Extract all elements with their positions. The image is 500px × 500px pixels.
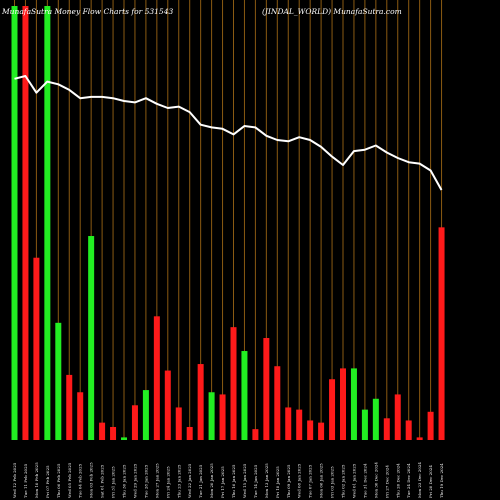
x-tick-label: Wed 15 Jan 2025 <box>242 463 247 498</box>
money-flow-bar <box>208 392 215 440</box>
x-tick-label: Thu 26 Dec 2024 <box>395 463 400 498</box>
x-tick-label: Fri 17 Jan 2025 <box>220 466 225 498</box>
x-tick-label: Mon 10 Feb 2025 <box>34 462 39 498</box>
x-tick-label: Thu 23 Jan 2025 <box>176 464 181 498</box>
money-flow-bar <box>252 429 259 440</box>
money-flow-bar <box>153 316 160 440</box>
money-flow-bar <box>329 379 336 440</box>
x-tick-label: Fri 24 Jan 2025 <box>165 466 170 498</box>
x-tick-label: Tue 31 Dec 2024 <box>362 463 367 498</box>
money-flow-bar <box>307 420 314 440</box>
x-tick-label: Tue 14 Jan 2025 <box>253 464 258 498</box>
money-flow-bar <box>383 418 390 440</box>
money-flow-bar <box>142 390 149 440</box>
money-flow-bar <box>274 366 281 440</box>
x-tick-label: Thu 02 Jan 2025 <box>341 464 346 498</box>
x-tick-label: Mon 03 Feb 2025 <box>89 462 94 498</box>
x-tick-label: Fri 20 Dec 2024 <box>428 465 433 498</box>
money-flow-bar <box>427 411 434 440</box>
money-flow-bar <box>438 227 445 440</box>
x-tick-label: Tue 21 Jan 2025 <box>198 464 203 498</box>
x-tick-label: Wed 29 Jan 2025 <box>132 463 137 498</box>
money-flow-bar <box>11 6 18 440</box>
x-tick-label: Thu 09 Jan 2025 <box>286 464 291 498</box>
money-flow-bar <box>131 405 138 440</box>
x-tick-label: Tue 11 Feb 2025 <box>23 463 28 498</box>
x-tick-label: Mon 30 Dec 2024 <box>373 462 378 498</box>
x-tick-label: Tue 24 Dec 2024 <box>406 463 411 498</box>
x-tick-label: Fri 07 Feb 2025 <box>45 465 50 498</box>
money-flow-bar <box>197 364 204 440</box>
x-tick-label: Mon 13 Jan 2025 <box>264 463 269 498</box>
x-tick-labels: Wed 12 Feb 2025 Tue 11 Feb 2025 Mon 10 Feb… <box>12 462 444 498</box>
x-tick-label: Wed 05 Feb 2025 <box>67 462 72 498</box>
money-flow-bar <box>350 368 357 440</box>
money-flow-bar <box>110 426 117 440</box>
x-tick-label: Fri 10 Jan 2025 <box>275 466 280 498</box>
money-flow-bar <box>44 6 51 440</box>
money-flow-bar <box>340 368 346 440</box>
money-flow-bar <box>88 236 95 440</box>
money-flow-bar <box>318 422 325 440</box>
x-tick-label: Fri 31 Jan 2025 <box>111 466 116 498</box>
money-flow-bar <box>394 394 401 440</box>
x-tick-label: Tue 07 Jan 2025 <box>308 464 313 498</box>
money-flow-bar <box>164 370 171 440</box>
money-flow-bar <box>230 327 237 440</box>
money-flow-bar <box>99 422 106 440</box>
money-flow-bar <box>372 398 379 440</box>
x-tick-label: Sat 01 Feb 2025 <box>100 464 105 498</box>
chart-header-left: MunafaSutra Money Flow Charts for 531543 <box>1 7 173 16</box>
x-tick-label: Fri 03 Jan 2025 <box>330 466 335 498</box>
money-flow-bar <box>186 426 193 440</box>
money-flow-bar <box>33 257 40 440</box>
x-tick-label: Mon 20 Jan 2025 <box>209 463 214 498</box>
money-flow-bar <box>263 338 270 440</box>
money-flow-bar <box>22 6 29 440</box>
money-flow-bar <box>121 437 127 440</box>
x-tick-label: Thu 19 Dec 2024 <box>439 463 444 498</box>
money-flow-bar <box>361 409 368 440</box>
x-tick-label: Thu 06 Feb 2025 <box>56 463 61 498</box>
money-flow-bar <box>296 409 303 440</box>
money-flow-bar <box>219 394 226 440</box>
price-line <box>14 75 443 191</box>
money-flow-bar <box>77 392 84 440</box>
money-flow-bar <box>55 322 62 440</box>
money-flow-bar <box>175 407 182 440</box>
x-tick-label: Mon 27 Jan 2025 <box>154 463 159 498</box>
money-flow-bar <box>241 351 248 440</box>
money-flow-bar <box>66 374 73 440</box>
x-tick-label: Thu 30 Jan 2025 <box>122 464 127 498</box>
money-flow-bar <box>405 420 412 440</box>
x-tick-label: Fri 27 Dec 2024 <box>384 465 389 498</box>
money-flow-bar <box>285 407 292 440</box>
x-tick-label: Tue 28 Jan 2025 <box>143 464 148 498</box>
x-tick-label: Wed 12 Feb 2025 <box>12 462 17 498</box>
money-flow-bar <box>416 437 423 440</box>
x-tick-label: Mon 06 Jan 2025 <box>319 463 324 498</box>
x-tick-label: Wed 01 Jan 2025 <box>351 463 356 498</box>
bar-series <box>11 6 445 440</box>
x-tick-label: Tue 04 Feb 2025 <box>78 463 83 498</box>
chart-header-right: (JINDAL_WORLD) MunafaSutra.com <box>262 7 402 16</box>
x-tick-label: Wed 22 Jan 2025 <box>187 463 192 498</box>
x-tick-label: Thu 16 Jan 2025 <box>231 464 236 498</box>
x-tick-label: Wed 08 Jan 2025 <box>297 463 302 498</box>
x-tick-label: Mon 23 Dec 2024 <box>417 462 422 498</box>
